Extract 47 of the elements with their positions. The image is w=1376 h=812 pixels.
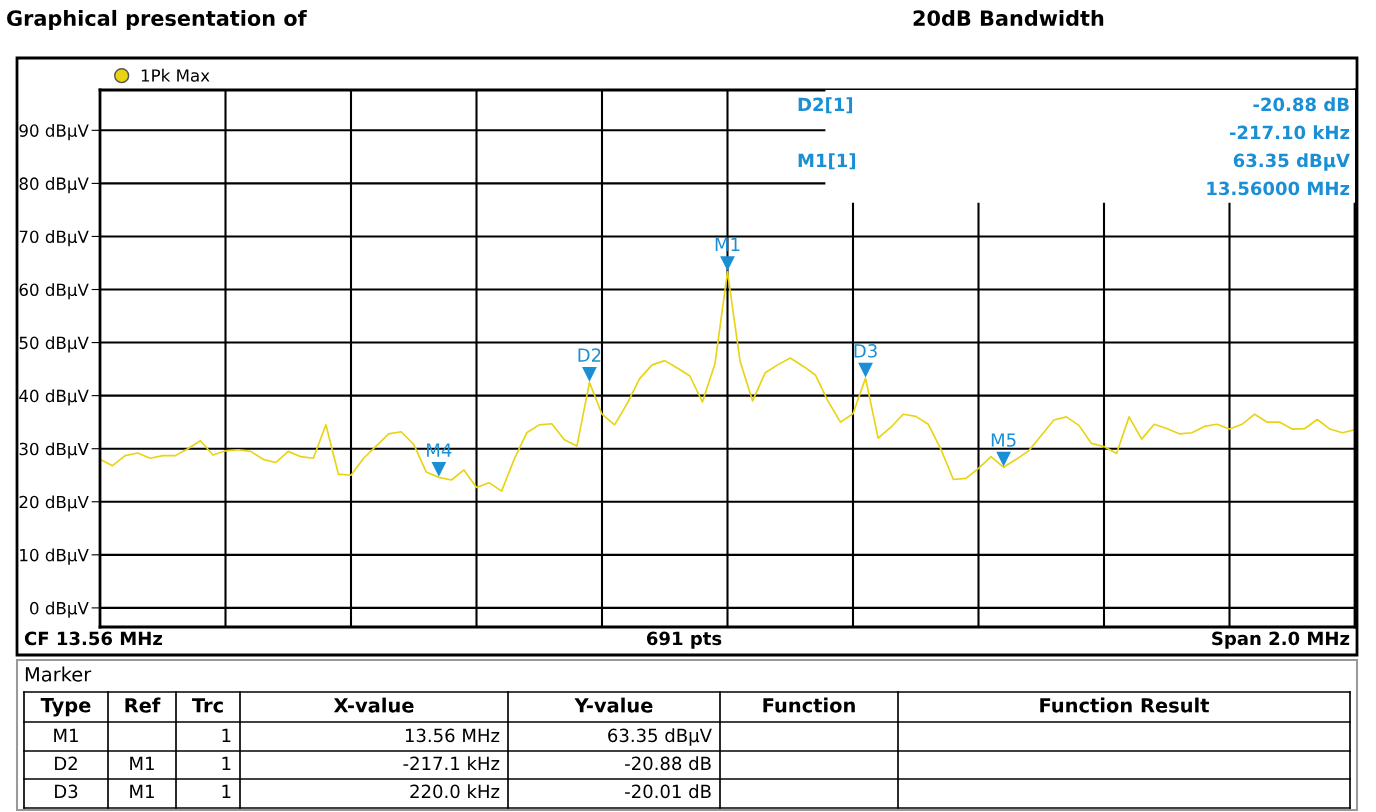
- category-label: D2: [55, 756, 77, 770]
- category-label: Ref: [125, 697, 161, 713]
- text: -20.01 dB: [625, 784, 711, 799]
- text: 1: [222, 756, 231, 770]
- annotation: -217.10 kHz: [1229, 125, 1350, 140]
- legend-label: 1Pk Max: [141, 68, 210, 82]
- y-tick-label: 30 dBµV: [19, 442, 89, 459]
- category-label: Function Result: [1040, 697, 1210, 713]
- text: 691 pts: [646, 631, 722, 649]
- annotation: M5: [991, 433, 1016, 447]
- annotation: D3: [854, 344, 877, 358]
- category-label: Function: [763, 697, 855, 713]
- chart-subtitle: 20dB Bandwidth: [913, 9, 1104, 27]
- text: -217.1 kHz: [403, 756, 500, 770]
- annotation: D2[1]: [798, 97, 853, 114]
- y-tick-label: 70 dBµV: [19, 230, 89, 247]
- text: 13.56 MHz: [405, 728, 500, 743]
- category-label: Trc: [191, 698, 223, 713]
- annotation: M1[1]: [798, 153, 856, 170]
- text: Marker: [25, 666, 92, 682]
- y-tick-label: 0 dBµV: [30, 601, 89, 618]
- annotation: 13.56000 MHz: [1207, 181, 1350, 196]
- category-label: X-value: [333, 697, 414, 713]
- text: CF 13.56 MHz: [24, 631, 162, 646]
- category-label: Type: [40, 698, 91, 717]
- y-tick-label: 50 dBµV: [19, 336, 89, 353]
- category-label: Y-value: [574, 697, 653, 713]
- text: M1: [130, 784, 154, 798]
- text: M1: [130, 756, 154, 770]
- text: 220.0 kHz: [410, 784, 500, 799]
- text: 1: [222, 728, 231, 742]
- annotation: -20.88 dB: [1253, 97, 1349, 112]
- y-tick-label: 10 dBµV: [20, 548, 89, 565]
- y-tick-label: 20 dBµV: [19, 495, 89, 512]
- category-label: M1: [54, 728, 78, 742]
- annotation: 63.35 dBµV: [1233, 153, 1350, 171]
- annotation: D2: [578, 348, 601, 362]
- y-tick-label: 40 dBµV: [19, 389, 89, 406]
- text: 63.35 dBµV: [608, 728, 712, 746]
- text: 1: [222, 784, 231, 798]
- chart-title: Graphical presentation of: [7, 9, 307, 31]
- y-tick-label: 90 dBµV: [19, 124, 89, 141]
- category-label: D3: [55, 784, 78, 799]
- y-tick-label: 60 dBµV: [19, 283, 89, 300]
- y-tick-label: 80 dBµV: [19, 177, 89, 194]
- text: Span 2.0 MHz: [1212, 631, 1350, 649]
- text: -20.88 dB: [625, 756, 711, 771]
